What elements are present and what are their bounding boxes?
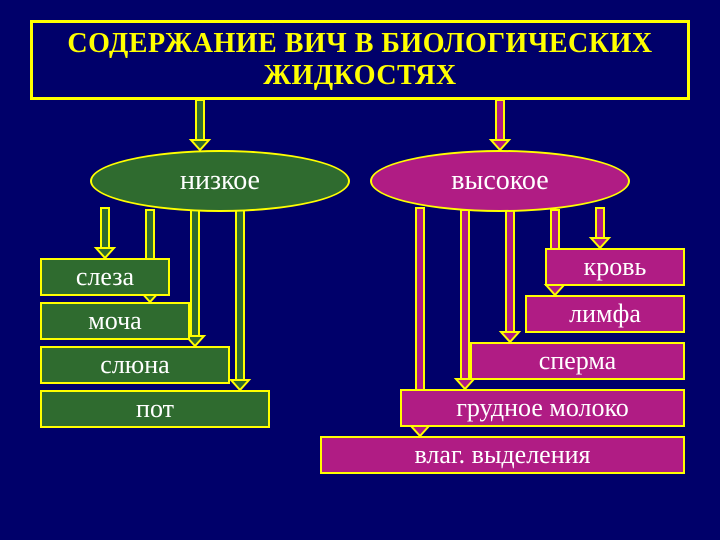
item-high-4: влаг. выделения	[320, 436, 685, 474]
item-high-2: сперма	[470, 342, 685, 380]
item-low-0: слеза	[40, 258, 170, 296]
item-low-3: пот	[40, 390, 270, 428]
category-high-ellipse: высокое	[370, 150, 630, 212]
item-low-2: слюна	[40, 346, 230, 384]
diagram-canvas: СОДЕРЖАНИЕ ВИЧ В БИОЛОГИЧЕСКИХ ЖИДКОСТЯХ…	[0, 0, 720, 540]
item-high-3: грудное молоко	[400, 389, 685, 427]
item-high-0: кровь	[545, 248, 685, 286]
item-high-1: лимфа	[525, 295, 685, 333]
title-box: СОДЕРЖАНИЕ ВИЧ В БИОЛОГИЧЕСКИХ ЖИДКОСТЯХ	[30, 20, 690, 100]
item-low-1: моча	[40, 302, 190, 340]
category-low-ellipse: низкое	[90, 150, 350, 212]
